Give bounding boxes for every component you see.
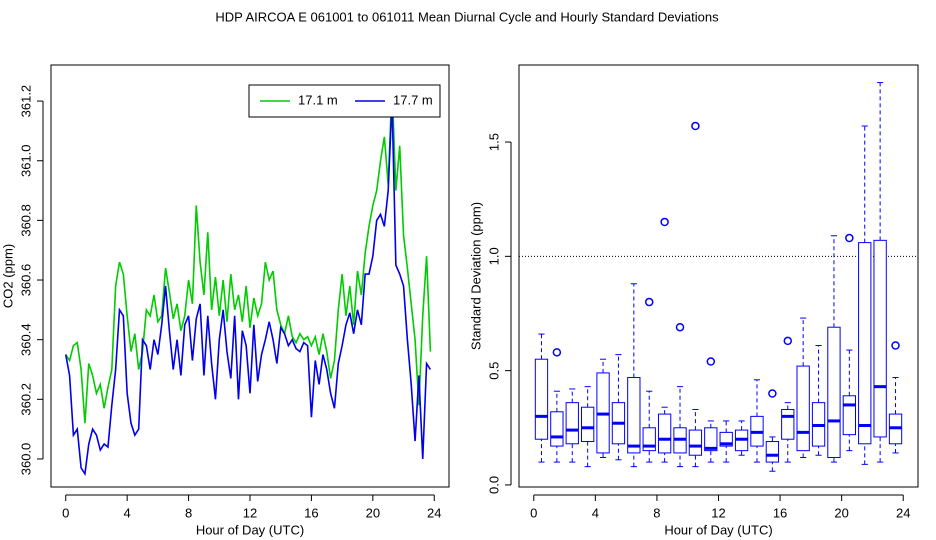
figure-title: HDP AIRCOA E 061001 to 061011 Mean Diurn… (215, 9, 719, 24)
box (580, 406, 595, 443)
y-tick-label: 0.5 (486, 362, 501, 380)
x-tick-label: 12 (243, 505, 257, 520)
box (534, 358, 549, 440)
y-axis-label: Standard Deviation (ppm) (468, 202, 483, 350)
box (627, 376, 641, 454)
x-tick-label: 20 (366, 505, 380, 520)
y-tick-label: 361.0 (18, 144, 33, 177)
outlier (706, 357, 716, 366)
box (765, 441, 780, 463)
box (657, 413, 672, 454)
x-tick-label: 8 (653, 505, 660, 520)
outlier (891, 341, 900, 350)
legend-label: 17.7 m (393, 92, 433, 107)
box (781, 409, 795, 440)
x-tick-label: 4 (124, 505, 131, 520)
outlier (691, 121, 700, 131)
x-tick-label: 16 (773, 505, 787, 520)
data-line (64, 101, 432, 477)
box (796, 365, 810, 452)
x-tick-label: 8 (185, 505, 192, 520)
outlier (783, 336, 793, 346)
x-tick-label: 20 (834, 505, 848, 520)
box (842, 395, 857, 436)
x-tick-label: 0 (530, 505, 537, 520)
y-tick-label: 1.5 (486, 133, 501, 151)
y-tick-label: 360.2 (18, 383, 33, 416)
y-tick-label: 360.8 (18, 204, 33, 237)
box (688, 429, 703, 456)
box (565, 402, 579, 445)
plot-frame (50, 64, 450, 488)
box (858, 242, 872, 445)
box (873, 239, 887, 438)
box (704, 427, 718, 452)
y-tick-label: 1.0 (486, 247, 501, 265)
y-tick-label: 361.2 (18, 85, 33, 118)
outlier (660, 217, 669, 227)
x-tick-label: 0 (62, 505, 69, 520)
outlier (675, 322, 685, 332)
box (550, 411, 564, 447)
data-line (65, 86, 432, 424)
x-tick-label: 12 (711, 505, 725, 520)
x-axis-label: Hour of Day (UTC) (196, 522, 304, 537)
outlier (845, 233, 854, 243)
y-tick-label: 360.6 (18, 264, 33, 297)
outlier (552, 348, 562, 357)
plot-frame (518, 64, 919, 488)
outlier (644, 297, 654, 307)
y-tick-label: 360.4 (18, 323, 33, 356)
legend-label: 17.1 m (298, 92, 338, 107)
x-tick-label: 24 (896, 505, 910, 520)
y-tick-label: 0.0 (486, 476, 501, 494)
y-tick-label: 360.0 (18, 443, 33, 476)
box (827, 326, 841, 459)
y-axis-label: CO2 (ppm) (0, 244, 15, 308)
x-axis-label: Hour of Day (UTC) (664, 522, 772, 537)
x-tick-label: 16 (304, 505, 318, 520)
x-tick-label: 4 (592, 505, 599, 520)
outlier (768, 389, 777, 398)
x-tick-label: 24 (427, 505, 441, 520)
